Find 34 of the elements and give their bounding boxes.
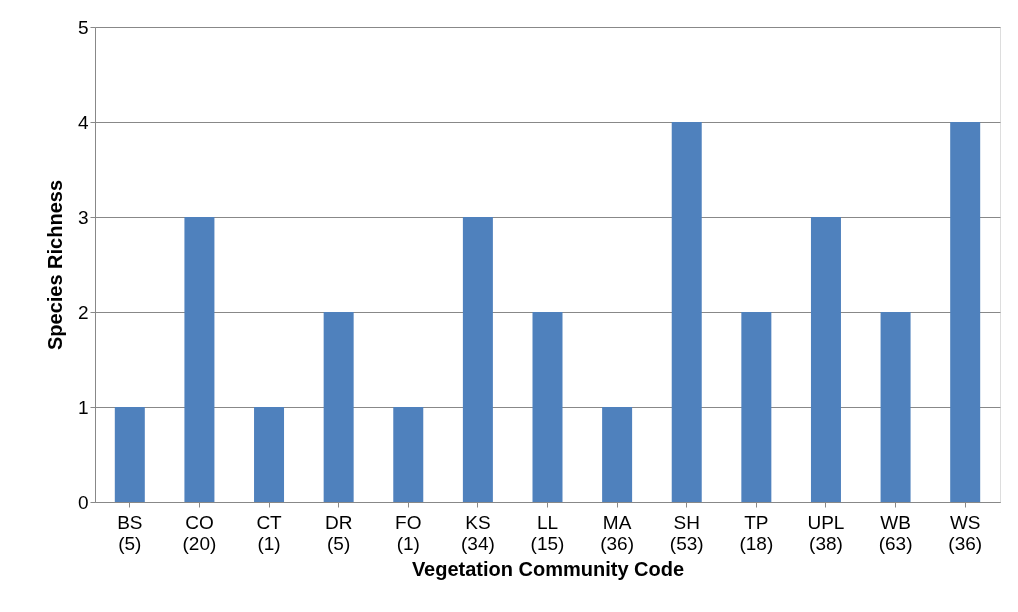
x-tick-label: CO (20) — [182, 511, 217, 554]
bar — [741, 312, 772, 502]
bar — [880, 312, 911, 502]
bar — [671, 122, 702, 502]
y-tick-label: 1 — [77, 396, 89, 418]
bar — [810, 217, 841, 502]
bar — [323, 312, 354, 502]
x-tick-label: TP (18) — [739, 511, 774, 554]
x-tick-label: FO (1) — [395, 511, 422, 554]
y-tick-label: 5 — [77, 16, 89, 38]
bar — [532, 312, 563, 502]
x-tick-label: WS (36) — [948, 511, 983, 554]
bar — [114, 407, 145, 502]
bar — [950, 122, 981, 502]
x-tick-label: BS (5) — [117, 511, 143, 554]
y-tick-label: 4 — [77, 111, 89, 133]
y-axis-title: Species Richness — [43, 179, 66, 351]
bar — [462, 217, 493, 502]
y-tick-label: 0 — [77, 491, 89, 513]
x-tick-label: SH (53) — [669, 511, 704, 554]
x-tick-label: CT (1) — [256, 511, 283, 554]
x-tick-label: WB (63) — [878, 511, 913, 554]
bar — [184, 217, 215, 502]
x-tick-label: LL (15) — [530, 511, 565, 554]
y-tick-label: 3 — [77, 206, 89, 228]
bar — [602, 407, 633, 502]
bar — [393, 407, 424, 502]
x-tick-label: MA (36) — [600, 511, 635, 554]
x-tick-label: UPL (38) — [807, 511, 845, 554]
x-tick-label: DR (5) — [324, 511, 353, 554]
x-axis-title: Vegetation Community Code — [411, 557, 685, 580]
x-tick-label: KS (34) — [460, 511, 495, 554]
y-tick-label: 2 — [77, 301, 89, 323]
bar — [254, 407, 285, 502]
